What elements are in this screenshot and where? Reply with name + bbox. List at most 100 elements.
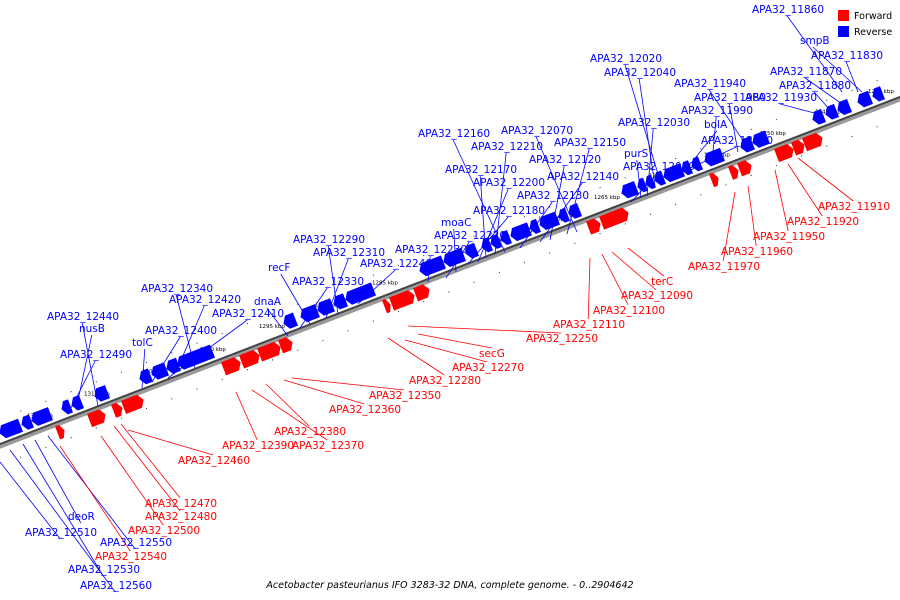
reverse-gene-feature[interactable]: [871, 86, 885, 103]
reverse-gene-label[interactable]: APA32_12140: [547, 171, 619, 183]
forward-gene-feature[interactable]: [278, 336, 295, 354]
forward-gene-label[interactable]: APA32_12370: [292, 440, 364, 452]
reverse-gene-feature[interactable]: [316, 298, 335, 317]
forward-gene-label[interactable]: APA32_11970: [688, 261, 760, 273]
reverse-gene-label[interactable]: APA32_12550: [100, 537, 172, 549]
reverse-gene-label[interactable]: APA32_11830: [811, 50, 883, 62]
forward-gene-feature[interactable]: [774, 143, 796, 163]
reverse-gene-label[interactable]: APA32_12130: [517, 190, 589, 202]
reverse-gene-feature[interactable]: [636, 177, 648, 193]
reverse-gene-label[interactable]: APA32_12040: [604, 67, 676, 79]
forward-gene-label[interactable]: APA32_12540: [95, 551, 167, 563]
reverse-gene-feature[interactable]: [620, 181, 639, 200]
forward-gene-label[interactable]: APA32_12350: [369, 390, 441, 402]
reverse-gene-label[interactable]: bolA: [704, 119, 728, 131]
reverse-gene-label[interactable]: moaC: [441, 217, 471, 229]
reverse-gene-label[interactable]: APA32_12340: [141, 283, 213, 295]
forward-gene-label[interactable]: APA32_12470: [145, 498, 217, 510]
forward-gene-label[interactable]: APA32_12500: [128, 525, 200, 537]
reverse-gene-label[interactable]: tolC: [132, 337, 153, 349]
reverse-gene-feature[interactable]: [824, 103, 839, 121]
reverse-gene-label[interactable]: APA32_12230: [395, 244, 467, 256]
reverse-gene-label[interactable]: APA32_12420: [169, 294, 241, 306]
reverse-gene-label[interactable]: APA32_12120: [529, 154, 601, 166]
reverse-gene-feature[interactable]: [30, 407, 53, 427]
reverse-gene-label[interactable]: APA32_12400: [145, 325, 217, 337]
forward-gene-label[interactable]: APA32_11960: [721, 246, 793, 258]
reverse-gene-label[interactable]: APA32_11940: [674, 78, 746, 90]
forward-gene-feature[interactable]: [382, 298, 393, 314]
reverse-gene-label[interactable]: purS: [624, 148, 649, 160]
forward-gene-label[interactable]: terC: [651, 276, 673, 288]
reverse-gene-label[interactable]: APA32_12000: [701, 135, 773, 147]
reverse-gene-label[interactable]: APA32_12060: [623, 161, 695, 173]
forward-gene-label[interactable]: APA32_12270: [452, 362, 524, 374]
forward-gene-feature[interactable]: [389, 289, 417, 311]
reverse-gene-label[interactable]: dnaA: [254, 296, 282, 308]
forward-gene-feature[interactable]: [586, 218, 603, 235]
reverse-gene-label[interactable]: APA32_11870: [770, 66, 842, 78]
forward-gene-label[interactable]: APA32_11950: [753, 231, 825, 243]
forward-gene-label[interactable]: APA32_11920: [787, 216, 859, 228]
reverse-gene-label[interactable]: APA32_12030: [618, 117, 690, 129]
reverse-gene-feature[interactable]: [499, 230, 512, 246]
reverse-gene-label[interactable]: APA32_12410: [212, 308, 284, 320]
reverse-gene-feature[interactable]: [344, 282, 376, 306]
reverse-gene-label[interactable]: smpB: [800, 35, 830, 47]
reverse-gene-feature[interactable]: [93, 385, 110, 403]
reverse-gene-label[interactable]: APA32_12560: [80, 580, 152, 592]
forward-gene-feature[interactable]: [55, 424, 67, 440]
forward-gene-feature[interactable]: [413, 284, 432, 302]
reverse-gene-label[interactable]: APA32_12150: [554, 137, 626, 149]
reverse-gene-label[interactable]: APA32_11980: [694, 92, 766, 104]
reverse-gene-feature[interactable]: [653, 170, 666, 186]
forward-gene-feature[interactable]: [87, 409, 108, 428]
reverse-gene-label[interactable]: APA32_12330: [292, 276, 364, 288]
reverse-gene-feature[interactable]: [20, 414, 34, 431]
forward-gene-label[interactable]: APA32_11910: [818, 201, 890, 213]
reverse-gene-feature[interactable]: [442, 247, 466, 268]
reverse-gene-label[interactable]: APA32_12200: [473, 177, 545, 189]
reverse-gene-feature[interactable]: [0, 418, 23, 439]
reverse-gene-feature[interactable]: [739, 136, 755, 153]
reverse-gene-feature[interactable]: [856, 90, 873, 108]
forward-gene-feature[interactable]: [791, 139, 807, 156]
reverse-gene-feature[interactable]: [150, 362, 169, 381]
reverse-gene-feature[interactable]: [418, 255, 446, 277]
reverse-gene-label[interactable]: APA32_11860: [752, 4, 824, 16]
reverse-gene-label[interactable]: APA32_12290: [293, 234, 365, 246]
forward-gene-feature[interactable]: [257, 341, 283, 362]
reverse-gene-label[interactable]: APA32_12160: [418, 128, 490, 140]
reverse-gene-label[interactable]: APA32_12220: [434, 230, 506, 242]
forward-gene-feature[interactable]: [221, 356, 243, 376]
forward-gene-feature[interactable]: [121, 394, 146, 414]
reverse-gene-label[interactable]: APA32_12440: [47, 311, 119, 323]
forward-gene-label[interactable]: secG: [479, 348, 505, 360]
forward-gene-label[interactable]: APA32_12110: [553, 319, 625, 331]
forward-gene-feature[interactable]: [802, 132, 825, 152]
reverse-gene-label[interactable]: APA32_12020: [590, 53, 662, 65]
reverse-gene-feature[interactable]: [60, 399, 73, 415]
forward-gene-label[interactable]: APA32_12100: [593, 305, 665, 317]
forward-gene-feature[interactable]: [737, 159, 754, 177]
reverse-gene-label[interactable]: APA32_12170: [445, 164, 517, 176]
reverse-gene-label[interactable]: APA32_12210: [471, 141, 543, 153]
reverse-gene-label[interactable]: APA32_12490: [60, 349, 132, 361]
forward-gene-feature[interactable]: [599, 207, 631, 230]
reverse-gene-label[interactable]: APA32_12310: [313, 247, 385, 259]
reverse-gene-label[interactable]: APA32_12510: [25, 527, 97, 539]
forward-gene-label[interactable]: APA32_12390: [222, 440, 294, 452]
forward-gene-label[interactable]: APA32_12360: [329, 404, 401, 416]
forward-gene-label[interactable]: APA32_12280: [409, 375, 481, 387]
reverse-gene-feature[interactable]: [509, 222, 532, 242]
forward-gene-label[interactable]: APA32_12460: [178, 455, 250, 467]
reverse-gene-feature[interactable]: [282, 312, 298, 329]
forward-gene-label[interactable]: APA32_12090: [621, 290, 693, 302]
forward-gene-label[interactable]: APA32_12480: [145, 511, 217, 523]
forward-gene-label[interactable]: APA32_12250: [526, 333, 598, 345]
forward-gene-feature[interactable]: [239, 349, 262, 369]
forward-gene-feature[interactable]: [111, 402, 125, 418]
reverse-gene-feature[interactable]: [751, 130, 770, 149]
reverse-gene-label[interactable]: nusB: [79, 323, 105, 335]
reverse-gene-label[interactable]: recF: [268, 262, 290, 274]
